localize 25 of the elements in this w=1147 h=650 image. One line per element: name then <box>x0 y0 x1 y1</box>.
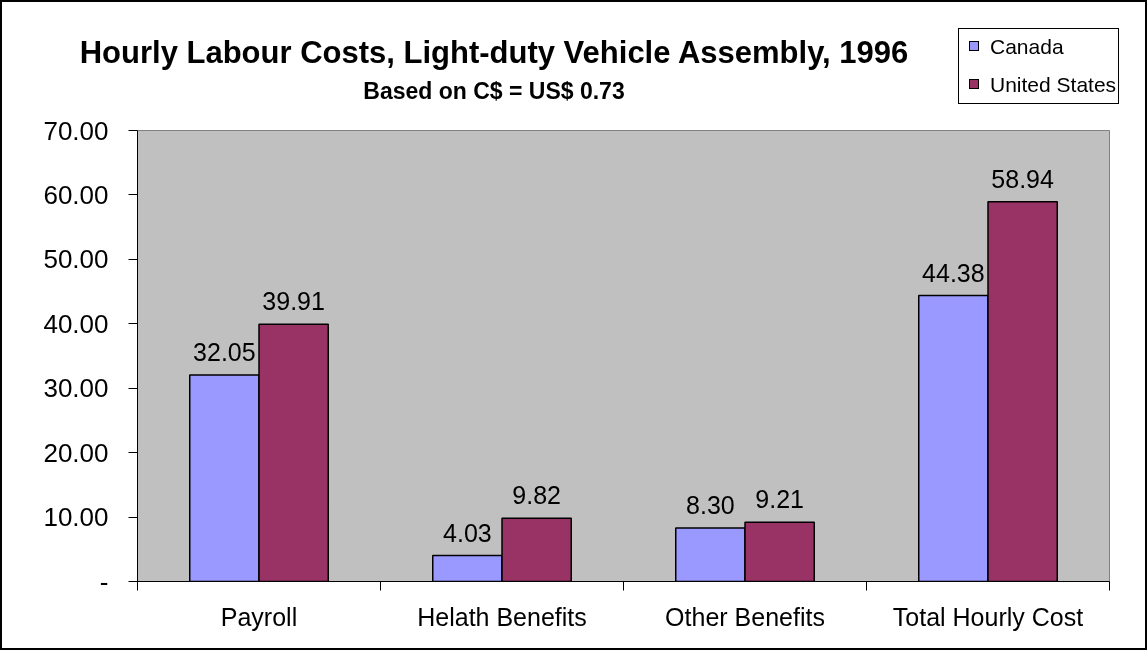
y-tick-label: 30.00 <box>43 373 109 404</box>
y-tick-label: 10.00 <box>43 502 109 533</box>
x-tick-label: Helath Benefits <box>417 602 587 631</box>
y-tick-label: 70.00 <box>43 115 109 146</box>
legend: Canada United States <box>958 28 1119 104</box>
data-label: 58.94 <box>991 164 1054 193</box>
y-tick-label: 50.00 <box>43 244 109 275</box>
y-tick-label: 40.00 <box>43 308 109 339</box>
y-tick-label: - <box>99 566 109 597</box>
chart-subtitle: Based on C$ = US$ 0.73 <box>362 77 626 105</box>
data-label: 39.91 <box>262 287 325 316</box>
legend-label: United States <box>990 72 1117 98</box>
y-tick-label: 60.00 <box>43 179 109 210</box>
y-tick-label: 20.00 <box>43 437 109 468</box>
data-label: 9.21 <box>755 485 804 514</box>
x-tick-label: Other Benefits <box>665 602 825 631</box>
data-label: 9.82 <box>512 481 561 510</box>
x-tick-label: Payroll <box>220 602 298 631</box>
data-label: 32.05 <box>193 338 256 367</box>
data-label: 4.03 <box>443 518 492 547</box>
data-label: 8.30 <box>686 491 735 520</box>
data-label: 44.38 <box>922 258 985 287</box>
x-tick-label: Total Hourly Cost <box>892 602 1084 631</box>
chart-title: Hourly Labour Costs, Light-duty Vehicle Assembly, 1996 <box>78 35 910 71</box>
legend-label: Canada <box>990 34 1064 60</box>
